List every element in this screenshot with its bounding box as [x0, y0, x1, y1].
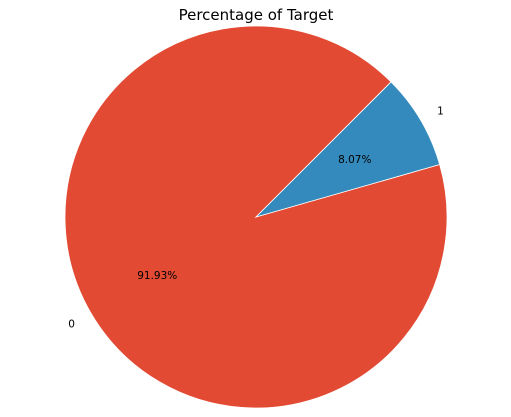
- pct-label-0: 91.93%: [137, 270, 177, 282]
- chart-title: Percentage of Target: [179, 6, 334, 24]
- slice-label-0: 0: [68, 319, 75, 331]
- pie-slice-1: [254, 81, 441, 218]
- pie-slices: [64, 25, 448, 409]
- pct-label-1: 8.07%: [338, 154, 371, 166]
- slice-label-1: 1: [437, 105, 444, 117]
- pie-labels: 0 91.93% 1 8.07%: [68, 105, 444, 330]
